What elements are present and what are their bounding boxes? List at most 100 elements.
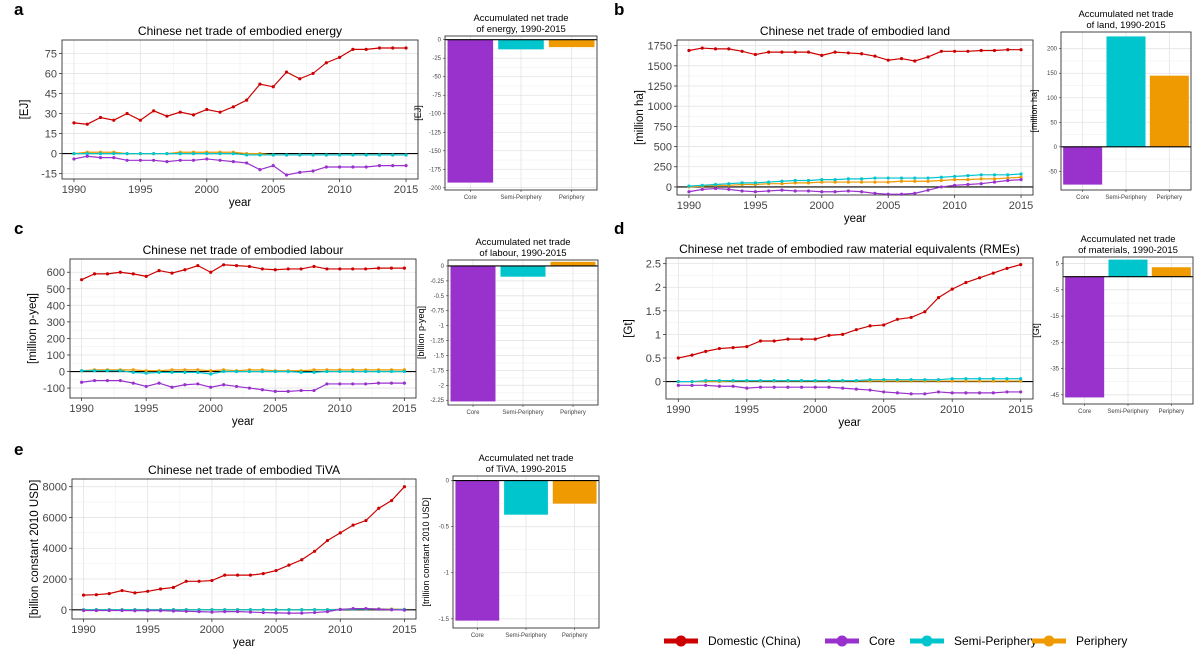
- x-tick-label: 2015: [392, 624, 416, 636]
- data-point-core: [196, 382, 200, 386]
- data-point-semi: [923, 378, 927, 382]
- data-point-core: [351, 382, 355, 386]
- bar-core: [1065, 276, 1105, 398]
- legend-marker-core: [836, 635, 848, 647]
- data-point-core: [191, 158, 196, 162]
- data-point-peri: [196, 368, 200, 372]
- data-point-domestic: [300, 558, 304, 562]
- y-tick-label: -75: [432, 93, 441, 99]
- data-point-peri: [966, 178, 970, 182]
- data-point-peri: [991, 379, 995, 383]
- data-point-core: [977, 391, 982, 395]
- data-point-semi: [391, 153, 395, 157]
- x-tick-label: Periphery: [560, 410, 586, 416]
- data-point-semi: [846, 177, 850, 181]
- x-tick-label: 2010: [327, 184, 351, 196]
- x-tick-label: 2015: [394, 184, 418, 196]
- data-point-semi: [260, 369, 264, 374]
- data-point-domestic: [376, 266, 381, 270]
- data-point-semi: [377, 153, 382, 157]
- data-point-semi: [758, 379, 763, 383]
- data-point-semi: [717, 379, 722, 383]
- x-tick-label: 2005: [261, 184, 285, 196]
- data-point-domestic: [223, 573, 227, 577]
- data-point-domestic: [324, 61, 328, 65]
- data-point-semi: [245, 153, 249, 157]
- data-point-semi: [196, 370, 200, 374]
- data-point-core: [753, 190, 757, 194]
- y-tick-label: 1500: [648, 61, 672, 73]
- data-point-domestic: [813, 337, 817, 341]
- data-point-core: [125, 158, 129, 162]
- series-line-core: [678, 384, 1021, 395]
- legend-marker-semi: [921, 635, 933, 647]
- y-tick-label: 100: [1047, 96, 1058, 102]
- data-point-semi: [687, 184, 691, 188]
- data-point-domestic: [936, 296, 941, 300]
- data-point-semi: [704, 379, 708, 383]
- data-point-core: [218, 158, 222, 162]
- bar-core: [1063, 146, 1103, 185]
- y-tick-label: -2: [439, 383, 445, 389]
- data-point-core: [298, 170, 302, 174]
- data-point-domestic: [274, 568, 278, 573]
- data-point-semi: [700, 183, 704, 187]
- data-point-semi: [753, 181, 757, 185]
- data-point-domestic: [170, 271, 174, 275]
- data-point-semi: [953, 174, 957, 179]
- data-point-core: [377, 607, 381, 611]
- y-tick-label: -0.5: [439, 525, 450, 531]
- data-point-core: [404, 164, 408, 168]
- x-tick-label: 2000: [195, 184, 219, 196]
- data-point-semi: [854, 379, 858, 383]
- bar-peri: [548, 39, 595, 48]
- x-tick-label: Semi-Periphery: [500, 195, 541, 201]
- data-point-domestic: [953, 49, 957, 53]
- data-point-semi: [404, 153, 408, 157]
- data-point-domestic: [806, 50, 811, 54]
- data-point-core: [841, 386, 845, 390]
- data-point-peri: [913, 179, 917, 183]
- y-axis-label: [Gt]: [623, 319, 635, 338]
- data-point-domestic: [247, 264, 252, 269]
- y-tick-label: 45: [45, 88, 57, 100]
- data-point-core: [1019, 178, 1023, 182]
- y-axis-label: [EJ]: [19, 100, 31, 120]
- x-axis-label: year: [838, 417, 861, 429]
- data-point-domestic: [364, 47, 368, 51]
- data-point-semi: [964, 377, 968, 381]
- y-tick-label: 300: [47, 317, 65, 329]
- data-point-semi: [118, 369, 122, 373]
- series-line-domestic: [73, 47, 407, 125]
- data-point-domestic: [992, 48, 997, 53]
- panel-label: b: [614, 0, 624, 19]
- panel-label: e: [14, 440, 23, 459]
- data-point-domestic: [210, 578, 214, 583]
- y-tick-label: 250: [654, 162, 672, 174]
- data-point-domestic: [966, 49, 970, 53]
- data-point-domestic: [687, 48, 691, 53]
- y-tick-label: 1000: [648, 101, 672, 113]
- y-tick-label: -175: [429, 167, 442, 173]
- bar-peri: [550, 261, 596, 266]
- data-point-domestic: [152, 109, 156, 113]
- plot-frame: [665, 257, 1034, 400]
- x-tick-label: Periphery: [1156, 195, 1182, 201]
- data-point-core: [222, 383, 226, 387]
- data-point-semi: [820, 178, 824, 182]
- data-point-peri: [1006, 176, 1010, 180]
- y-tick-label: 100: [47, 350, 65, 362]
- y-tick-label: 500: [47, 284, 65, 296]
- y-tick-label: -1: [444, 571, 450, 577]
- data-point-domestic: [197, 579, 201, 583]
- data-point-domestic: [364, 518, 368, 523]
- bar-core: [450, 265, 496, 402]
- data-point-semi: [909, 378, 913, 382]
- data-point-peri: [820, 180, 824, 184]
- data-point-domestic: [338, 55, 342, 59]
- data-point-domestic: [713, 47, 718, 51]
- data-point-semi: [895, 378, 900, 382]
- legend-marker-peri: [1043, 635, 1055, 647]
- data-point-semi: [745, 379, 749, 383]
